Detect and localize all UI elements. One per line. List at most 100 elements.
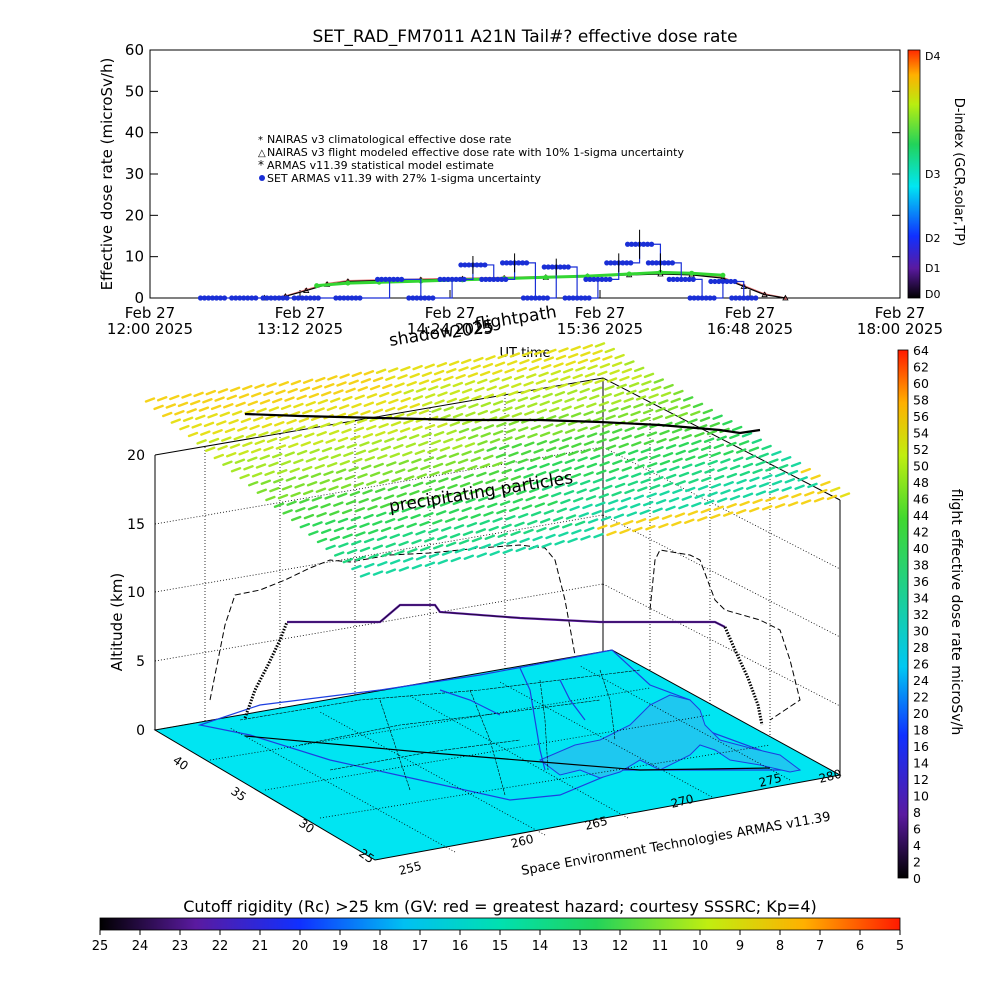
particle-mark: [245, 433, 257, 439]
set-armas-point: [237, 295, 243, 301]
particle-mark: [652, 415, 663, 421]
particle-mark: [349, 490, 361, 497]
particle-mark: [574, 434, 585, 440]
set-armas-point: [741, 295, 747, 301]
set-armas-point: [457, 276, 463, 282]
particle-mark: [571, 529, 582, 535]
particle-mark: [477, 409, 488, 416]
particle-mark: [736, 478, 747, 485]
particle-mark: [501, 523, 512, 530]
legend-marker-set-armas: [259, 175, 265, 181]
particle-mark: [492, 517, 503, 523]
particle-mark: [608, 467, 620, 474]
particle-mark: [674, 420, 686, 426]
particle-mark: [153, 404, 164, 411]
particle-mark: [658, 399, 669, 405]
particle-mark: [296, 394, 307, 401]
particle-mark: [483, 424, 495, 430]
particle-mark: [243, 465, 254, 471]
set-armas-point: [703, 295, 709, 301]
particle-mark: [309, 448, 320, 454]
particle-mark: [238, 450, 249, 456]
particle-mark: [580, 448, 591, 454]
particle-mark: [643, 470, 655, 476]
set-armas-point: [566, 295, 572, 301]
particle-mark: [464, 380, 476, 386]
particle-mark: [555, 421, 566, 428]
particle-mark: [360, 378, 372, 384]
particle-mark: [398, 566, 410, 572]
particle-mark: [333, 501, 344, 507]
lat-tick: 35: [228, 784, 249, 804]
particle-mark: [265, 414, 276, 420]
particle-mark: [161, 411, 173, 418]
particle-mark: [409, 490, 420, 496]
particle-mark: [375, 400, 387, 406]
particle-mark: [354, 507, 365, 513]
set-armas-point: [645, 260, 652, 266]
particle-mark: [461, 358, 472, 365]
particle-mark: [398, 459, 409, 466]
particle-mark: [474, 504, 485, 511]
particle-mark: [533, 448, 544, 454]
particle-mark: [242, 441, 253, 447]
particle-mark: [259, 399, 271, 405]
particle-mark: [602, 355, 613, 361]
cutoff-colorbar-label: Cutoff rigidity (Rc) >25 km (GV: red = g…: [183, 897, 817, 916]
flight-dose-ticks: 0246810121416182022242628303234363840424…: [913, 343, 929, 886]
particle-mark: [346, 524, 357, 531]
particle-mark: [648, 516, 660, 522]
particle-mark: [577, 426, 588, 432]
d-index-tick-d1: D1: [925, 262, 940, 275]
particle-mark: [589, 424, 601, 430]
particle-mark: [345, 499, 357, 506]
particle-mark: [589, 394, 600, 400]
set-armas-point: [532, 295, 539, 301]
particle-mark: [713, 505, 724, 511]
set-armas-point: [628, 241, 635, 247]
particle-mark: [385, 375, 396, 381]
particle-mark: [373, 462, 384, 469]
particle-mark: [602, 452, 614, 459]
particle-mark: [363, 513, 374, 520]
particle-mark: [260, 479, 271, 485]
particle-mark: [268, 406, 280, 412]
flight-dose-tick: 56: [913, 409, 929, 424]
particle-mark: [624, 457, 636, 464]
particle-mark: [428, 528, 439, 534]
particle-mark: [475, 528, 486, 534]
particle-mark: [626, 511, 637, 517]
lat-tick: 40: [170, 753, 191, 773]
particle-mark: [480, 543, 491, 549]
particle-mark: [549, 525, 560, 531]
set-armas-point: [337, 295, 343, 301]
particle-mark: [144, 397, 156, 403]
particle-mark: [387, 429, 398, 435]
particle-mark: [646, 492, 657, 498]
particle-mark: [577, 456, 588, 462]
set-armas-point: [453, 276, 459, 282]
particle-mark: [242, 384, 253, 391]
particle-mark: [250, 392, 262, 398]
flight-dose-tick: 48: [913, 475, 929, 490]
particle-mark: [256, 407, 267, 414]
particle-mark: [422, 401, 433, 407]
particle-mark: [670, 397, 681, 404]
top-legend: * NAIRAS v3 climatological effective dos…: [258, 133, 684, 185]
particle-mark: [520, 449, 532, 456]
cutoff-tick: 24: [132, 939, 149, 954]
particle-mark: [583, 410, 594, 416]
particle-mark: [675, 480, 686, 486]
z-tick: 5: [136, 654, 145, 670]
particle-mark: [800, 467, 811, 474]
particle-mark: [618, 442, 629, 449]
particle-mark: [697, 485, 709, 491]
particle-mark: [598, 493, 609, 499]
particle-mark: [394, 413, 405, 419]
particle-mark: [280, 460, 292, 466]
particle-mark: [707, 491, 718, 497]
particle-mark: [299, 386, 311, 392]
particle-mark: [621, 434, 632, 440]
particle-mark: [289, 467, 300, 473]
particle-mark: [615, 451, 626, 457]
